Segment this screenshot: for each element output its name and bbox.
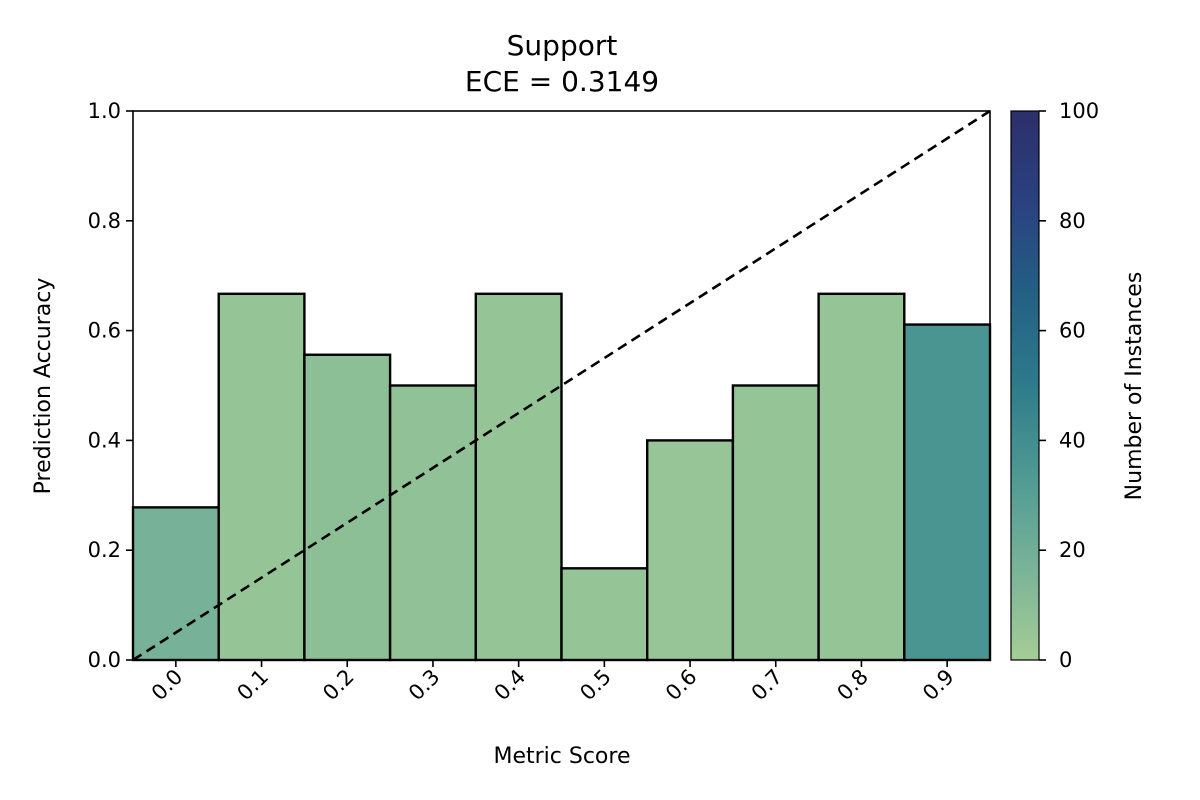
colorbar-tick-label: 60 <box>1059 319 1086 343</box>
x-tick-label: 0.0 <box>147 665 188 706</box>
y-tick-label: 0.4 <box>88 428 121 452</box>
perfect-calibration-line <box>132 109 991 662</box>
colorbar-tick-label: 0 <box>1059 648 1072 672</box>
x-tick-label: 0.3 <box>404 665 445 706</box>
colorbar-tick-label: 80 <box>1059 209 1086 233</box>
y-tick-label: 0.6 <box>88 319 121 343</box>
colorbar-tick-label: 100 <box>1059 99 1099 123</box>
y-axis-label: Prediction Accuracy <box>31 278 56 495</box>
bar <box>303 353 392 662</box>
colorbar-tick-label: 40 <box>1059 428 1086 452</box>
x-axis-ticks: 0.0 0.1 0.2 0.3 0.4 0.5 0.6 0.7 0.8 0.9 <box>147 660 959 705</box>
x-tick-label: 0.9 <box>918 665 959 706</box>
x-tick-label: 0.1 <box>232 665 273 706</box>
bar <box>217 292 306 662</box>
y-tick-label: 0.0 <box>88 648 121 672</box>
y-tick-label: 1.0 <box>88 99 121 123</box>
y-axis-ticks: 0.0 0.2 0.4 0.6 0.8 1.0 <box>88 99 133 672</box>
plot-frame <box>132 110 991 661</box>
colorbar-tick-label: 20 <box>1059 538 1086 562</box>
x-tick-label: 0.6 <box>661 665 702 706</box>
bar <box>646 439 735 662</box>
colorbar-label: Number of Instances <box>1122 272 1147 501</box>
bar <box>474 292 563 662</box>
x-tick-label: 0.2 <box>318 665 359 706</box>
bar <box>560 567 649 662</box>
x-tick-label: 0.4 <box>490 665 531 706</box>
y-tick-label: 0.2 <box>88 538 121 562</box>
colorbar <box>1010 110 1040 661</box>
bar <box>817 292 906 662</box>
bar <box>731 384 820 662</box>
bar <box>131 506 220 662</box>
chart-subtitle: ECE = 0.3149 <box>465 65 659 98</box>
x-tick-label: 0.8 <box>832 665 873 706</box>
x-tick-label: 0.7 <box>747 665 788 706</box>
x-axis-label: Metric Score <box>493 744 630 769</box>
bar-group <box>131 292 992 662</box>
bar <box>388 384 478 662</box>
x-tick-label: 0.5 <box>575 665 616 706</box>
bar <box>903 323 992 662</box>
chart-title: Support <box>507 29 618 62</box>
colorbar-ticks: 0 20 40 60 80 100 <box>1039 99 1099 672</box>
y-tick-label: 0.8 <box>88 209 121 233</box>
